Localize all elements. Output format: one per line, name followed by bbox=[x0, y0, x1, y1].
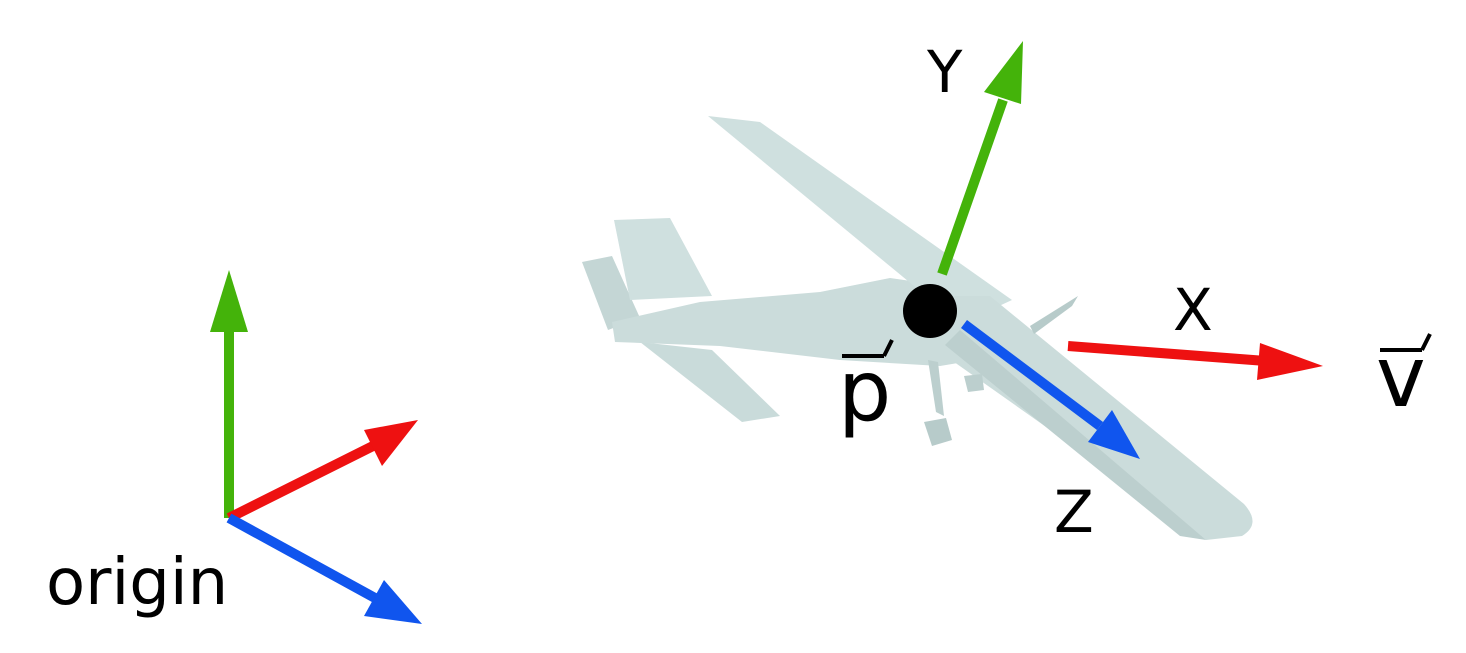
aircraft-wheel bbox=[924, 418, 952, 446]
position-vector-arrow-tip bbox=[882, 339, 894, 357]
origin-z-axis-arrowhead bbox=[364, 580, 422, 624]
origin-y-axis-arrowhead bbox=[210, 270, 248, 332]
velocity-label: v bbox=[1376, 328, 1426, 426]
aircraft-lower-stabilizer bbox=[640, 342, 780, 422]
body-x-axis-label: X bbox=[1173, 276, 1213, 344]
body-z-axis-shaft bbox=[961, 320, 1103, 430]
body-z-axis-arrowhead bbox=[1088, 410, 1140, 459]
aircraft-propeller bbox=[1030, 296, 1078, 334]
body-y-axis-arrowhead bbox=[984, 41, 1023, 104]
aircraft-vertical-tail bbox=[614, 218, 712, 300]
body-y-axis-shaft bbox=[937, 98, 1008, 276]
aircraft-wing-shade bbox=[945, 330, 1206, 540]
position-point bbox=[903, 284, 957, 338]
origin-x-axis-arrowhead bbox=[364, 420, 418, 466]
body-frame: Y X Z p bbox=[838, 38, 1213, 546]
body-y-axis-label: Y bbox=[926, 38, 963, 106]
position-vector-label: p bbox=[838, 342, 891, 440]
aircraft-landing-gear bbox=[928, 360, 944, 416]
aircraft-rear-wheel bbox=[964, 374, 984, 392]
body-z-axis-label: Z bbox=[1054, 478, 1094, 546]
origin-z-axis-shaft bbox=[226, 513, 378, 603]
origin-x-axis-shaft bbox=[226, 441, 376, 523]
origin-frame: origin bbox=[46, 270, 422, 624]
aircraft-far-wing bbox=[708, 116, 1012, 324]
velocity-arrow-shaft bbox=[1067, 341, 1267, 366]
velocity-arrowhead bbox=[1257, 343, 1323, 380]
velocity-vector: v bbox=[1067, 328, 1432, 426]
aircraft-horizontal-stabilizer bbox=[582, 256, 640, 330]
origin-label: origin bbox=[46, 546, 228, 620]
velocity-vector-arrow-tip bbox=[1420, 333, 1432, 351]
